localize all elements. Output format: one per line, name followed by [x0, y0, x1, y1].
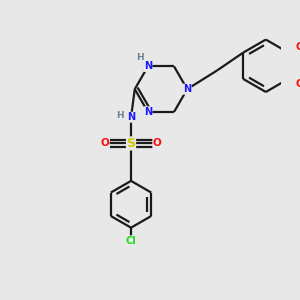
Text: S: S: [127, 137, 136, 150]
Text: O: O: [296, 80, 300, 89]
Text: N: N: [144, 61, 152, 71]
Text: O: O: [153, 138, 162, 148]
Text: N: N: [127, 112, 135, 122]
Text: H: H: [136, 52, 144, 62]
Text: H: H: [116, 111, 124, 120]
Text: N: N: [183, 84, 191, 94]
Text: Cl: Cl: [126, 236, 136, 246]
Text: N: N: [144, 107, 152, 117]
Text: O: O: [100, 138, 109, 148]
Text: O: O: [296, 42, 300, 52]
